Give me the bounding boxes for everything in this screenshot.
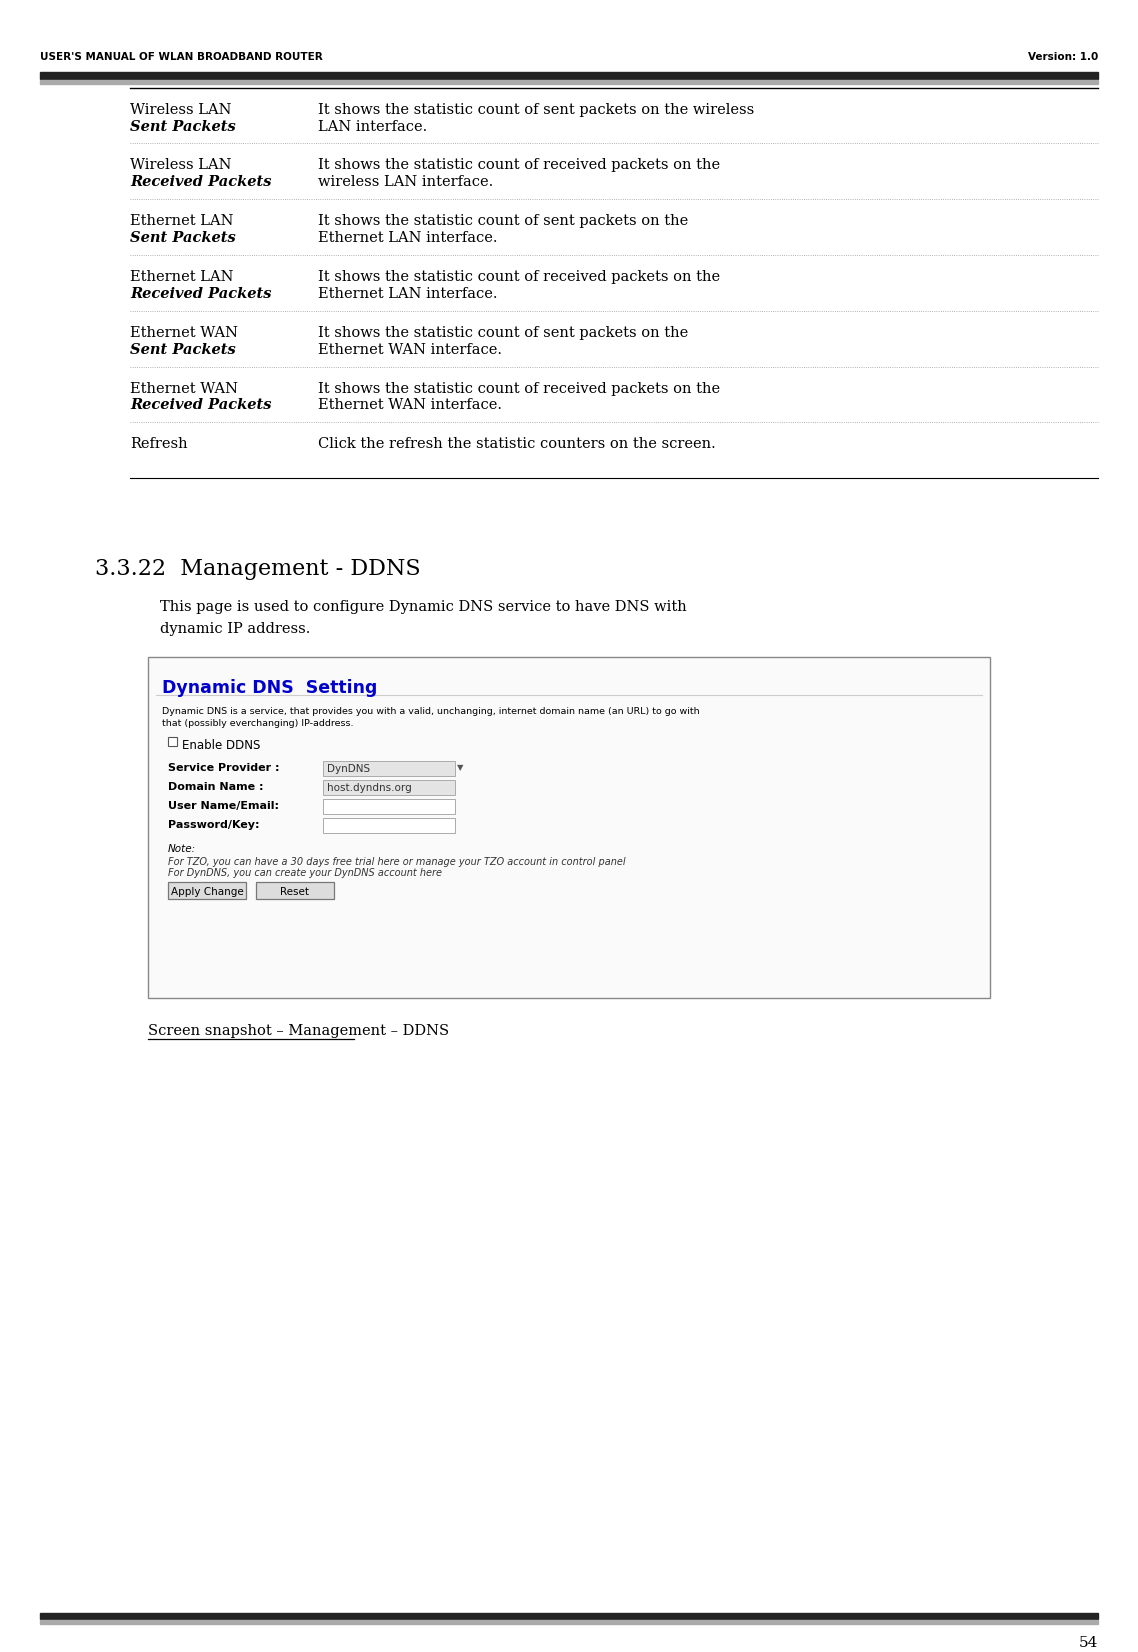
Text: Dynamic DNS is a service, that provides you with a valid, unchanging, internet d: Dynamic DNS is a service, that provides … bbox=[162, 707, 700, 717]
Bar bbox=[40, 79, 1098, 84]
Bar bbox=[168, 882, 246, 899]
Text: Refresh: Refresh bbox=[130, 438, 188, 451]
Text: Version: 1.0: Version: 1.0 bbox=[1028, 51, 1098, 61]
Text: Service Provider :: Service Provider : bbox=[168, 763, 280, 773]
Text: Ethernet LAN interface.: Ethernet LAN interface. bbox=[318, 231, 497, 244]
Bar bbox=[323, 780, 455, 795]
Text: DynDNS: DynDNS bbox=[327, 765, 370, 775]
Text: Ethernet WAN interface.: Ethernet WAN interface. bbox=[318, 342, 502, 357]
Bar bbox=[40, 71, 1098, 79]
Text: Ethernet LAN: Ethernet LAN bbox=[130, 269, 233, 284]
Text: dynamic IP address.: dynamic IP address. bbox=[160, 621, 311, 636]
Text: It shows the statistic count of received packets on the: It shows the statistic count of received… bbox=[318, 159, 720, 172]
Text: It shows the statistic count of sent packets on the wireless: It shows the statistic count of sent pac… bbox=[318, 102, 754, 117]
Text: wireless LAN interface.: wireless LAN interface. bbox=[318, 175, 493, 190]
Text: LAN interface.: LAN interface. bbox=[318, 119, 427, 134]
Text: Wireless LAN: Wireless LAN bbox=[130, 159, 231, 172]
Bar bbox=[256, 882, 333, 899]
Text: It shows the statistic count of sent packets on the: It shows the statistic count of sent pac… bbox=[318, 325, 688, 340]
Bar bbox=[323, 818, 455, 833]
Bar bbox=[148, 657, 990, 998]
Bar bbox=[168, 737, 178, 747]
Text: For TZO, you can have a 30 days free trial here or manage your TZO account in co: For TZO, you can have a 30 days free tri… bbox=[168, 857, 626, 867]
Text: Ethernet LAN: Ethernet LAN bbox=[130, 215, 233, 228]
Text: 54: 54 bbox=[1079, 1635, 1098, 1650]
Text: Sent Packets: Sent Packets bbox=[130, 342, 236, 357]
Text: This page is used to configure Dynamic DNS service to have DNS with: This page is used to configure Dynamic D… bbox=[160, 600, 686, 613]
Text: Wireless LAN: Wireless LAN bbox=[130, 102, 231, 117]
Bar bbox=[323, 800, 455, 814]
Text: Enable DDNS: Enable DDNS bbox=[182, 738, 261, 752]
Bar bbox=[323, 762, 455, 776]
Text: Ethernet WAN: Ethernet WAN bbox=[130, 325, 238, 340]
Text: Received Packets: Received Packets bbox=[130, 287, 272, 301]
Text: Ethernet LAN interface.: Ethernet LAN interface. bbox=[318, 287, 497, 301]
Bar bbox=[40, 1612, 1098, 1619]
Text: User Name/Email:: User Name/Email: bbox=[168, 801, 279, 811]
Text: host.dyndns.org: host.dyndns.org bbox=[327, 783, 412, 793]
Text: For DynDNS, you can create your DynDNS account here: For DynDNS, you can create your DynDNS a… bbox=[168, 867, 442, 877]
Text: Received Packets: Received Packets bbox=[130, 398, 272, 413]
Text: 3.3.22  Management - DDNS: 3.3.22 Management - DDNS bbox=[94, 558, 421, 580]
Text: that (possibly everchanging) IP-address.: that (possibly everchanging) IP-address. bbox=[162, 719, 354, 729]
Text: Apply Change: Apply Change bbox=[171, 887, 244, 897]
Text: Note:: Note: bbox=[168, 844, 196, 854]
Text: It shows the statistic count of received packets on the: It shows the statistic count of received… bbox=[318, 382, 720, 395]
Text: Sent Packets: Sent Packets bbox=[130, 231, 236, 244]
Text: ▼: ▼ bbox=[457, 763, 463, 771]
Text: Screen snapshot – Management – DDNS: Screen snapshot – Management – DDNS bbox=[148, 1024, 450, 1037]
Text: It shows the statistic count of received packets on the: It shows the statistic count of received… bbox=[318, 269, 720, 284]
Text: It shows the statistic count of sent packets on the: It shows the statistic count of sent pac… bbox=[318, 215, 688, 228]
Text: Domain Name :: Domain Name : bbox=[168, 781, 264, 791]
Text: Dynamic DNS  Setting: Dynamic DNS Setting bbox=[162, 679, 378, 697]
Text: Ethernet WAN interface.: Ethernet WAN interface. bbox=[318, 398, 502, 413]
Text: Sent Packets: Sent Packets bbox=[130, 119, 236, 134]
Bar bbox=[40, 1621, 1098, 1624]
Text: Password/Key:: Password/Key: bbox=[168, 819, 259, 829]
Text: Click the refresh the statistic counters on the screen.: Click the refresh the statistic counters… bbox=[318, 438, 716, 451]
Text: USER'S MANUAL OF WLAN BROADBAND ROUTER: USER'S MANUAL OF WLAN BROADBAND ROUTER bbox=[40, 51, 323, 61]
Text: Ethernet WAN: Ethernet WAN bbox=[130, 382, 238, 395]
Text: Reset: Reset bbox=[280, 887, 310, 897]
Text: Received Packets: Received Packets bbox=[130, 175, 272, 190]
